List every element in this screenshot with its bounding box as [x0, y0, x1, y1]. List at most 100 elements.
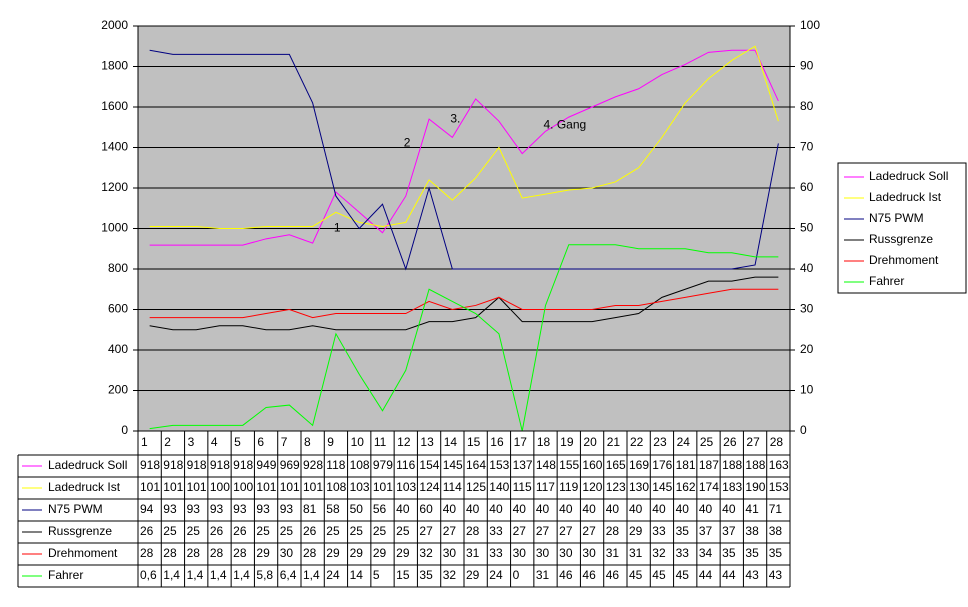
series-line — [149, 45, 779, 229]
table-cell: 120 — [582, 480, 602, 494]
y2-tick-label: 80 — [800, 99, 814, 113]
table-cell: 123 — [606, 480, 626, 494]
table-cell: 979 — [373, 458, 393, 472]
table-cell: 25 — [187, 524, 201, 538]
series-line — [149, 49, 779, 246]
table-cell: 108 — [326, 480, 346, 494]
table-cell: 119 — [559, 480, 578, 494]
y2-tick-label: 50 — [800, 221, 814, 235]
x-tick-label: 6 — [257, 435, 264, 449]
table-cell: 43 — [769, 568, 783, 582]
table-cell: 25 — [350, 524, 364, 538]
y-tick-label: 200 — [108, 383, 128, 397]
table-cell: 163 — [769, 458, 789, 472]
table-cell: 93 — [187, 502, 201, 516]
table-row-label: Ladedruck Ist — [48, 480, 121, 494]
table-cell: 38 — [769, 524, 783, 538]
table-cell: 169 — [629, 458, 649, 472]
table-cell: 25 — [326, 524, 340, 538]
table-cell: 81 — [303, 502, 317, 516]
x-tick-label: 16 — [490, 435, 504, 449]
table-cell: 93 — [233, 502, 247, 516]
table-cell: 1,4 — [210, 568, 227, 582]
table-cell: 165 — [606, 458, 626, 472]
table-cell: 40 — [722, 502, 736, 516]
table-cell: 35 — [676, 524, 690, 538]
table-cell: 24 — [326, 568, 340, 582]
x-tick-label: 18 — [537, 435, 551, 449]
annotation: 4. Gang — [544, 117, 587, 131]
table-cell: 56 — [373, 502, 387, 516]
table-cell: 162 — [676, 480, 696, 494]
y-tick-label: 1000 — [101, 221, 128, 235]
table-cell: 40 — [536, 502, 550, 516]
table-cell: 918 — [163, 458, 183, 472]
table-cell: 969 — [280, 458, 300, 472]
table-cell: 14 — [350, 568, 364, 582]
table-cell: 40 — [652, 502, 666, 516]
legend-label: Ladedruck Ist — [869, 190, 942, 204]
table-cell: 30 — [280, 546, 294, 560]
y2-tick-label: 30 — [800, 302, 814, 316]
x-tick-label: 5 — [234, 435, 241, 449]
legend-label: Ladedruck Soll — [869, 169, 948, 183]
table-cell: 27 — [559, 524, 573, 538]
series-line — [149, 276, 779, 331]
table-cell: 1,4 — [233, 568, 250, 582]
y2-tick-label: 60 — [800, 180, 814, 194]
annotation: 3. — [450, 111, 460, 125]
table-cell: 153 — [489, 458, 509, 472]
annotation: 1 — [334, 221, 341, 235]
table-cell: 153 — [769, 480, 789, 494]
table-cell: 160 — [582, 458, 602, 472]
table-cell: 108 — [350, 458, 370, 472]
y-tick-label: 2000 — [101, 18, 128, 32]
table-cell: 44 — [722, 568, 736, 582]
table-cell: 35 — [769, 546, 783, 560]
table-cell: 190 — [745, 480, 765, 494]
table-cell: 31 — [536, 568, 550, 582]
table-cell: 949 — [256, 458, 276, 472]
table-cell: 38 — [745, 524, 759, 538]
table-cell: 26 — [303, 524, 317, 538]
table-cell: 34 — [699, 546, 713, 560]
y-tick-label: 1400 — [101, 140, 128, 154]
y-tick-label: 0 — [121, 423, 128, 437]
table-cell: 148 — [536, 458, 556, 472]
x-tick-label: 8 — [304, 435, 311, 449]
table-cell: 32 — [443, 568, 457, 582]
table-cell: 29 — [466, 568, 480, 582]
x-tick-label: 22 — [630, 435, 644, 449]
table-cell: 103 — [396, 480, 416, 494]
table-cell: 29 — [256, 546, 270, 560]
table-cell: 35 — [745, 546, 759, 560]
table-cell: 45 — [676, 568, 690, 582]
table-cell: 155 — [559, 458, 579, 472]
x-tick-label: 19 — [560, 435, 574, 449]
table-cell: 101 — [187, 480, 207, 494]
y-tick-label: 400 — [108, 342, 128, 356]
table-cell: 145 — [652, 480, 672, 494]
x-tick-label: 3 — [188, 435, 195, 449]
table-cell: 101 — [256, 480, 276, 494]
table-cell: 188 — [722, 458, 742, 472]
table-cell: 25 — [373, 524, 387, 538]
table-cell: 27 — [536, 524, 550, 538]
table-cell: 125 — [466, 480, 486, 494]
table-cell: 28 — [187, 546, 201, 560]
y-tick-label: 600 — [108, 302, 128, 316]
x-tick-label: 26 — [723, 435, 737, 449]
table-cell: 0 — [513, 568, 520, 582]
x-tick-label: 2 — [164, 435, 171, 449]
table-cell: 40 — [606, 502, 620, 516]
x-tick-label: 20 — [583, 435, 597, 449]
table-cell: 115 — [513, 480, 532, 494]
table-cell: 28 — [210, 546, 224, 560]
table-cell: 25 — [256, 524, 270, 538]
legend-label: N75 PWM — [869, 211, 924, 225]
table-cell: 101 — [163, 480, 183, 494]
table-cell: 37 — [722, 524, 736, 538]
table-cell: 32 — [419, 546, 433, 560]
table-cell: 45 — [652, 568, 666, 582]
